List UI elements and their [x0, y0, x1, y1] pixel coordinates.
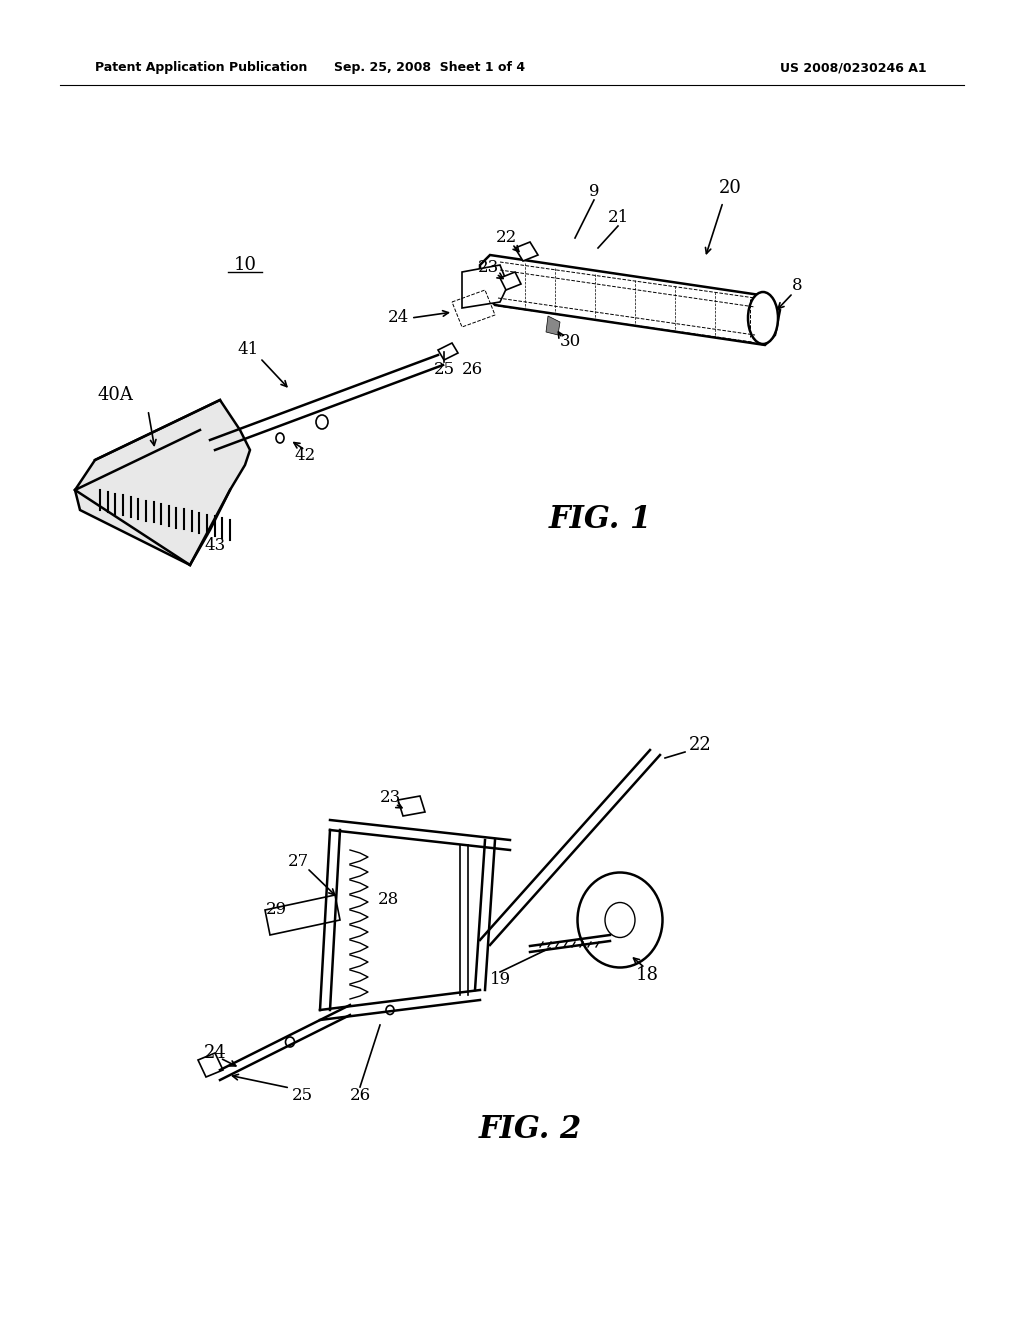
Text: FIG. 2: FIG. 2: [478, 1114, 582, 1146]
Polygon shape: [438, 343, 458, 360]
Ellipse shape: [748, 292, 778, 345]
Text: 42: 42: [294, 446, 315, 463]
Text: 25: 25: [433, 362, 455, 379]
Text: 40A: 40A: [97, 385, 133, 404]
Polygon shape: [546, 315, 560, 335]
Text: 26: 26: [349, 1086, 371, 1104]
Text: 28: 28: [378, 891, 398, 908]
Text: 9: 9: [589, 183, 599, 201]
Text: 10: 10: [233, 256, 256, 275]
Text: 41: 41: [238, 342, 259, 359]
Text: 25: 25: [292, 1086, 312, 1104]
Text: 30: 30: [559, 334, 581, 351]
Text: 27: 27: [288, 854, 308, 870]
Text: 24: 24: [204, 1044, 226, 1063]
Text: FIG. 1: FIG. 1: [549, 504, 651, 536]
Text: 43: 43: [205, 536, 225, 553]
Text: 19: 19: [489, 972, 511, 989]
Text: 24: 24: [387, 309, 409, 326]
Polygon shape: [462, 265, 508, 308]
Text: 23: 23: [379, 789, 400, 807]
Polygon shape: [515, 242, 538, 261]
Polygon shape: [265, 895, 340, 935]
Polygon shape: [198, 1053, 223, 1077]
Text: 18: 18: [636, 966, 658, 983]
Text: 22: 22: [496, 230, 517, 247]
Text: 8: 8: [792, 276, 803, 293]
Text: 21: 21: [607, 210, 629, 227]
Ellipse shape: [578, 873, 663, 968]
Polygon shape: [75, 400, 250, 565]
Polygon shape: [480, 255, 780, 345]
Text: Sep. 25, 2008  Sheet 1 of 4: Sep. 25, 2008 Sheet 1 of 4: [335, 62, 525, 74]
Text: 23: 23: [477, 260, 499, 276]
Text: 26: 26: [462, 362, 482, 379]
Polygon shape: [500, 272, 521, 290]
Text: 29: 29: [265, 902, 287, 919]
Text: 20: 20: [719, 180, 741, 197]
Text: US 2008/0230246 A1: US 2008/0230246 A1: [780, 62, 927, 74]
Polygon shape: [398, 796, 425, 816]
Text: 22: 22: [688, 737, 712, 754]
Text: Patent Application Publication: Patent Application Publication: [95, 62, 307, 74]
